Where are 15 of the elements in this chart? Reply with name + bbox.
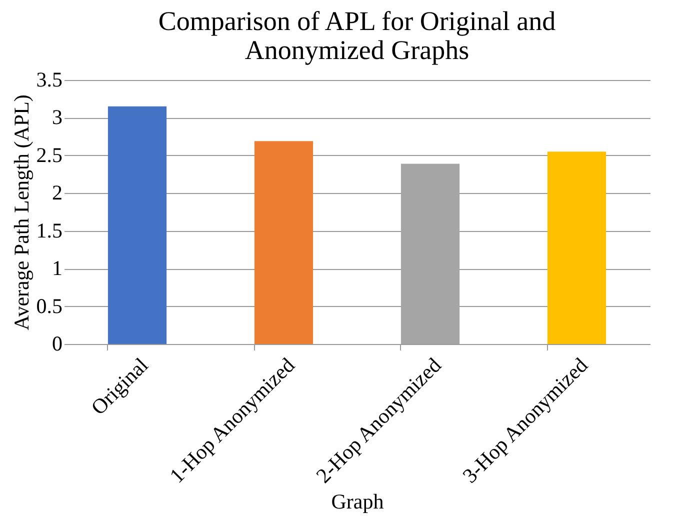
y-tick-label: 2: [52, 180, 62, 205]
bar: [254, 141, 314, 344]
x-axis-title: Graph: [331, 490, 384, 514]
text: Comparison of APL for Original and: [158, 6, 556, 36]
y-tick-label: 1: [52, 256, 62, 280]
text: Anonymized Graphs: [244, 35, 470, 65]
y-tick-label: 3.5: [36, 68, 62, 92]
y-tick-label: 0.5: [36, 294, 62, 318]
y-axis-title: Average Path Length (APL): [9, 94, 34, 330]
y-tick-label: 3: [52, 105, 62, 130]
bar: [547, 152, 606, 344]
y-tick-label: 0: [52, 332, 62, 356]
bar: [108, 106, 167, 344]
y-tick-label: 1.5: [36, 218, 62, 242]
y-tick-label: 2.5: [36, 142, 62, 167]
